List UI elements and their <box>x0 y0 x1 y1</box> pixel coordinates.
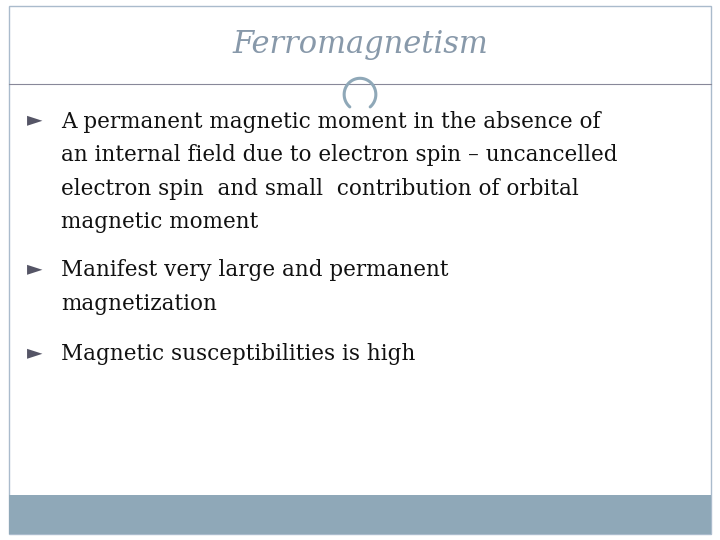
Text: Magnetic susceptibilities is high: Magnetic susceptibilities is high <box>61 343 415 365</box>
Text: Manifest very large and permanent: Manifest very large and permanent <box>61 259 449 281</box>
Text: ►: ► <box>27 259 43 278</box>
Text: electron spin  and small  contribution of orbital: electron spin and small contribution of … <box>61 178 579 200</box>
Text: magnetization: magnetization <box>61 293 217 315</box>
Bar <box>9 495 711 534</box>
Text: A permanent magnetic moment in the absence of: A permanent magnetic moment in the absen… <box>61 111 600 133</box>
Text: ►: ► <box>27 343 43 362</box>
Text: Ferromagnetism: Ferromagnetism <box>232 29 488 60</box>
Text: an internal field due to electron spin – uncancelled: an internal field due to electron spin –… <box>61 144 618 166</box>
Text: magnetic moment: magnetic moment <box>61 211 258 233</box>
Text: ►: ► <box>27 111 43 130</box>
